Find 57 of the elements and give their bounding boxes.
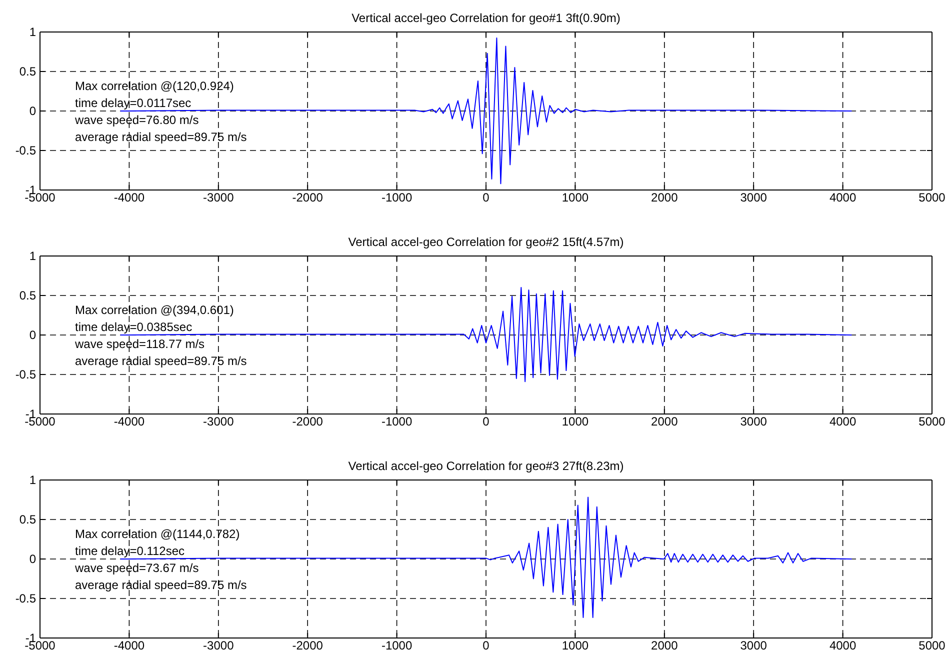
y-tick-label: 0 (29, 552, 36, 566)
x-tick-label: -4000 (114, 638, 145, 652)
x-tick-label: 5000 (918, 638, 946, 652)
annotation: wave speed=73.67 m/s (74, 561, 199, 575)
x-tick-label: 2000 (651, 190, 678, 205)
annotation: average radial speed=89.75 m/s (75, 354, 247, 368)
x-tick-label: -1000 (381, 638, 412, 652)
x-tick-label: 3000 (740, 414, 768, 429)
x-tick-label: -2000 (292, 414, 324, 429)
chart-title: Vertical accel-geo Correlation for geo#2 15ft(4.57m) (348, 235, 624, 249)
annotation: wave speed=118.77 m/s (74, 337, 205, 351)
chart-title: Vertical accel-geo Correlation for geo#1 3ft(0.90m) (352, 11, 620, 25)
annotation: Max correlation @(120,0.924) (75, 79, 234, 93)
y-tick-label: -0.5 (15, 143, 36, 158)
x-tick-label: -2000 (292, 638, 324, 652)
x-tick-label: 5000 (918, 414, 946, 429)
x-tick-label: 3000 (740, 638, 768, 652)
y-tick-label: 0 (29, 328, 36, 342)
annotation: time delay=0.112sec (75, 544, 185, 558)
annotation: time delay=0.0385sec (75, 320, 192, 334)
x-tick-label: -2000 (292, 190, 324, 205)
x-tick-label: 1000 (562, 414, 589, 429)
x-tick-label: -1000 (381, 190, 412, 205)
y-tick-label: 0 (29, 104, 36, 118)
x-tick-label: 4000 (829, 414, 856, 429)
x-tick-label: 0 (482, 190, 490, 205)
x-tick-label: 0 (482, 414, 490, 429)
x-tick-label: 2000 (651, 638, 678, 652)
y-tick-label: 0.5 (19, 512, 36, 526)
x-tick-label: 2000 (651, 414, 678, 429)
y-tick-label: 1 (29, 248, 36, 263)
annotation: average radial speed=89.75 m/s (75, 578, 247, 592)
x-tick-label: -1000 (381, 414, 412, 429)
annotation: average radial speed=89.75 m/s (75, 130, 247, 144)
y-tick-label: 0.5 (19, 288, 36, 302)
x-tick-label: 1000 (562, 638, 589, 652)
y-tick-label: 1 (29, 24, 36, 39)
x-tick-label: -3000 (203, 638, 234, 652)
y-tick-label: -0.5 (15, 367, 36, 382)
chart-title: Vertical accel-geo Correlation for geo#3 27ft(8.23m) (348, 459, 624, 473)
x-tick-label: 5000 (918, 190, 946, 205)
x-tick-label: -3000 (203, 190, 234, 205)
x-tick-label: 3000 (740, 190, 768, 205)
x-tick-label: -3000 (203, 414, 234, 429)
x-tick-label: 0 (482, 638, 490, 652)
annotation: Max correlation @(394,0.601) (75, 303, 234, 317)
annotation: Max correlation @(1144,0.782) (75, 527, 240, 541)
x-tick-label: -4000 (114, 414, 145, 429)
x-tick-label: 1000 (562, 190, 589, 205)
y-tick-label: -0.5 (15, 591, 36, 606)
annotation: wave speed=76.80 m/s (74, 113, 199, 127)
x-tick-label: 4000 (829, 638, 856, 652)
y-tick-label: 1 (29, 472, 36, 487)
x-tick-label: -4000 (114, 190, 145, 205)
y-tick-label: 0.5 (19, 64, 36, 78)
x-tick-label: 4000 (829, 190, 856, 205)
annotation: time delay=0.0117sec (75, 96, 192, 110)
